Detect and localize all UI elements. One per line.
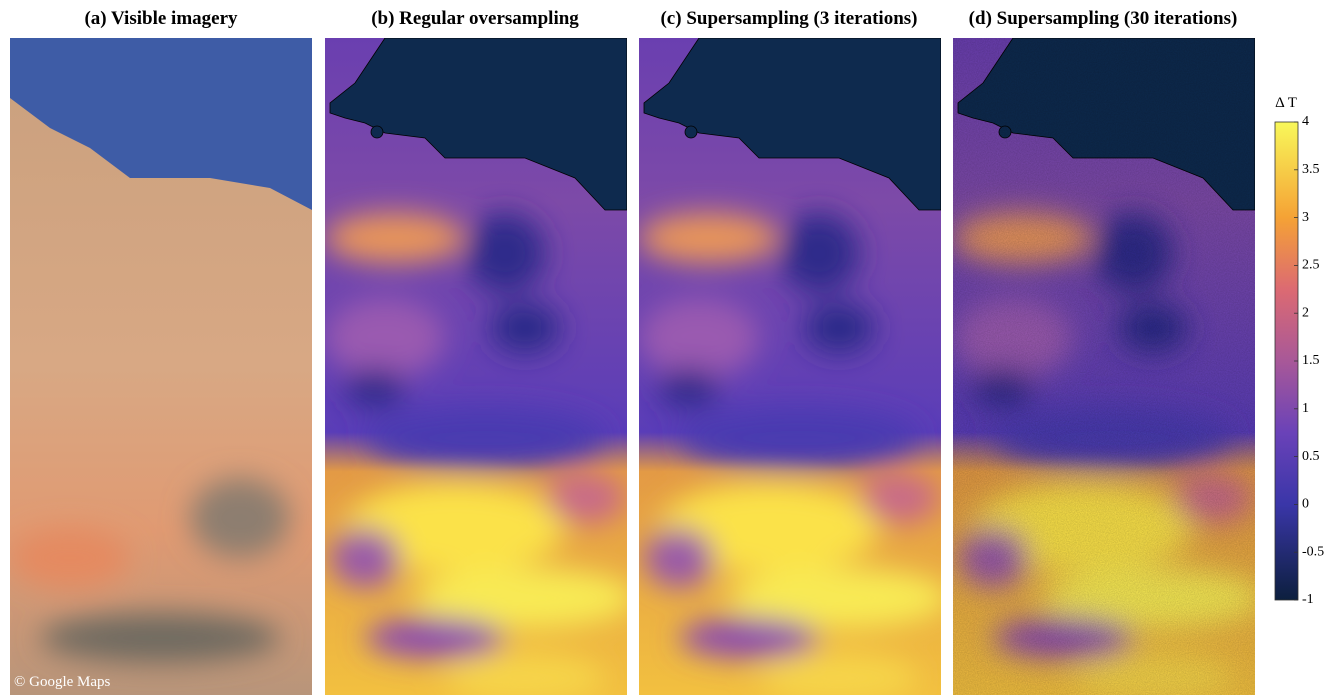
panel-c [639,38,949,695]
tick-label: 0 [1302,497,1309,512]
tick-label: 1.5 [1302,353,1320,368]
panel-title: (b) Regular oversampling [371,8,579,29]
tick-label: 3.5 [1302,162,1320,177]
tick-label: 2 [1302,305,1309,320]
tick-label: 4 [1302,114,1309,129]
panel-d [953,38,1255,695]
panel-b [325,38,635,695]
panel-title: (d) Supersampling (30 iterations) [969,8,1238,29]
tick-label: -0.5 [1302,544,1324,559]
panel-title: (a) Visible imagery [84,8,238,29]
tick-label: 0.5 [1302,449,1320,464]
panel-title: (c) Supersampling (3 iterations) [660,8,917,29]
tick-label: 1 [1302,401,1309,416]
tick-label: 2.5 [1302,258,1320,273]
colorbar-label: Δ T [1275,95,1297,111]
attribution: © Google Maps [14,674,111,690]
tick-label: 3 [1302,210,1309,225]
panel-a: © Google Maps [10,38,312,695]
tick-label: -1 [1302,592,1314,607]
